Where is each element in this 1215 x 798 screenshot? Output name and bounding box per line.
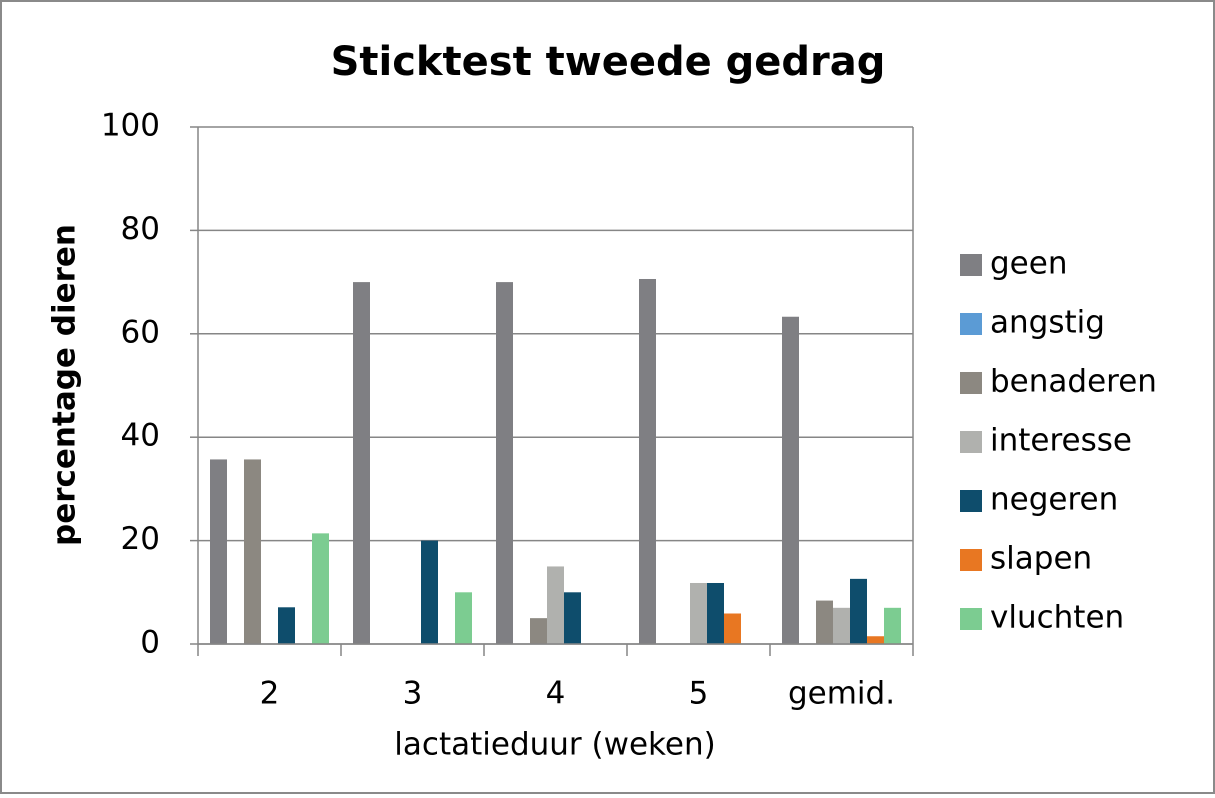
bar (782, 316, 799, 644)
bar (455, 592, 472, 644)
legend-swatch (960, 313, 982, 335)
legend-label: interesse (990, 423, 1132, 459)
legend-label: negeren (990, 482, 1118, 518)
bar (210, 459, 227, 644)
legend-swatch (960, 490, 982, 512)
bar (690, 582, 707, 644)
y-axis-label: percentage dieren (47, 224, 83, 546)
bar (564, 592, 581, 644)
legend-swatch (960, 431, 982, 453)
bar (278, 607, 295, 644)
x-tick-label: 3 (403, 676, 423, 712)
bar (867, 636, 884, 644)
bar (421, 540, 438, 644)
legend-label: slapen (990, 541, 1092, 577)
y-tick-label: 100 (101, 108, 160, 144)
y-tick-label: 40 (121, 418, 160, 454)
legend-label: vluchten (990, 600, 1124, 636)
y-tick-label: 80 (121, 211, 160, 247)
x-tick-label: 2 (260, 676, 280, 712)
legend-swatch (960, 372, 982, 394)
x-tick-label: 5 (689, 676, 709, 712)
bar (707, 582, 724, 644)
bar (850, 578, 867, 644)
legend-swatch (960, 549, 982, 571)
bar (530, 618, 547, 644)
x-tick-label: 4 (546, 676, 566, 712)
bar (816, 600, 833, 644)
chart-title: Sticktest tweede gedrag (331, 39, 886, 85)
x-axis-label: lactatieduur (weken) (394, 727, 715, 763)
legend-swatch (960, 608, 982, 630)
bar (884, 607, 901, 644)
y-tick-label: 0 (140, 625, 160, 661)
legend-label: geen (990, 246, 1067, 282)
legend-label: benaderen (990, 364, 1157, 400)
legend-label: angstig (990, 305, 1105, 341)
x-tick-label: gemid. (788, 676, 895, 712)
y-tick-label: 20 (121, 521, 160, 557)
bar (639, 278, 656, 644)
bar (724, 613, 741, 644)
bar (547, 566, 564, 644)
bar (312, 533, 329, 644)
bar (833, 607, 850, 644)
legend-swatch (960, 254, 982, 276)
y-tick-label: 60 (121, 314, 160, 350)
bar (244, 459, 261, 644)
bar (496, 282, 513, 644)
bar (353, 282, 370, 644)
